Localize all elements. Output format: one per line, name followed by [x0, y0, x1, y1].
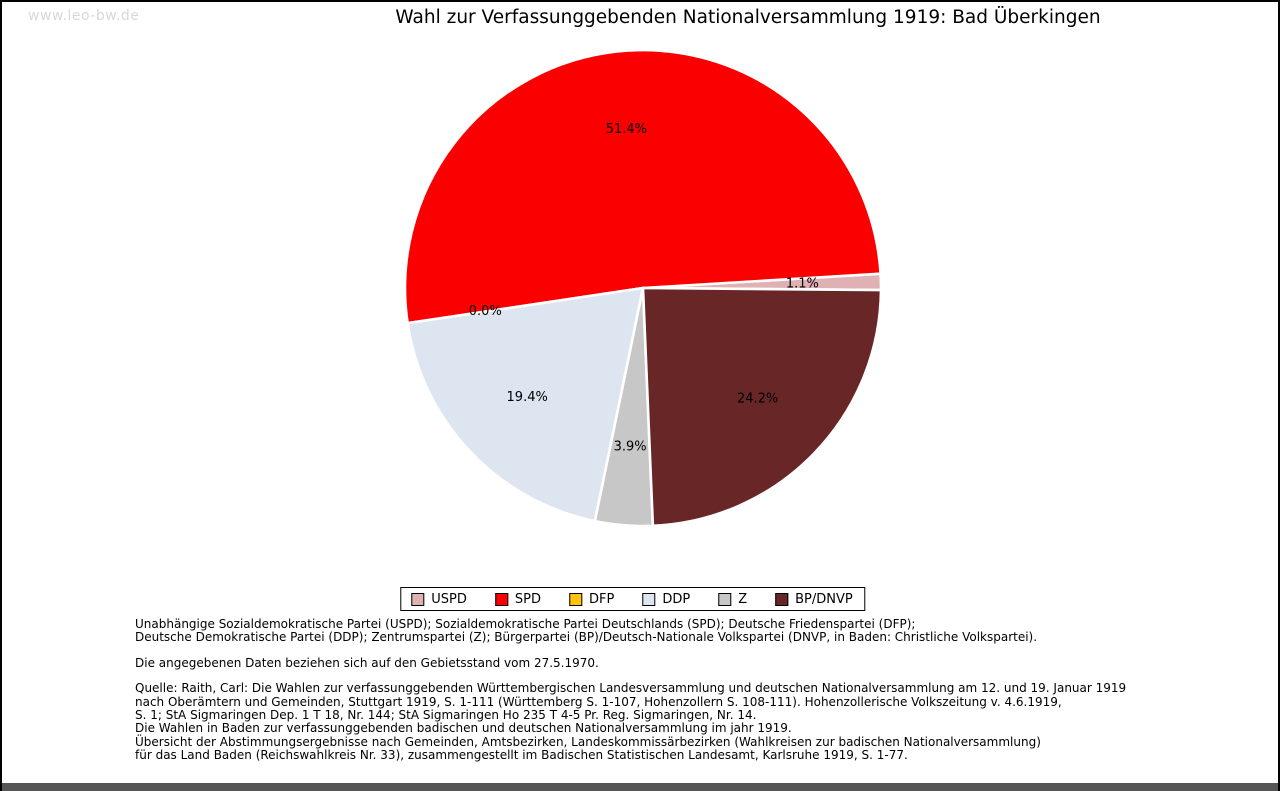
legend-label-DDP: DDP	[662, 591, 691, 607]
legend-item-Z: Z	[718, 592, 747, 607]
notes-quelle-line: für das Land Baden (Reichswahlkreis Nr. …	[135, 748, 908, 763]
pie-label-USPD: 1.1%	[786, 276, 819, 291]
legend-label-DFP: DFP	[589, 591, 615, 607]
notes-gebietsstand-line: Die angegebenen Daten beziehen sich auf …	[135, 655, 599, 670]
notes-quelle-line: S. 1; StA Sigmaringen Dep. 1 T 18, Nr. 1…	[135, 708, 757, 723]
notes-quelle-line: Die Wahlen in Baden zur verfassunggebend…	[135, 721, 792, 736]
notes-quelle-line: nach Oberämtern und Gemeinden, Stuttgart…	[135, 694, 1062, 709]
notes-quelle-line: Übersicht der Abstimmungsergebnisse nach…	[135, 734, 1041, 749]
notes-gebietsstand: Die angegebenen Daten beziehen sich auf …	[135, 655, 1165, 670]
legend-label-USPD: USPD	[431, 591, 467, 607]
legend-swatch-DFP	[569, 592, 583, 606]
legend: USPD SPD DFP DDP Z BP/DNVP	[400, 587, 866, 611]
legend-item-DDP: DDP	[642, 592, 690, 607]
bottom-bar	[2, 783, 1278, 791]
legend-swatch-DDP	[642, 592, 656, 606]
pie-label-DDP: 19.4%	[507, 390, 548, 405]
legend-item-DFP: DFP	[569, 592, 614, 607]
notes: Unabhängige Sozialdemokratische Partei (…	[135, 617, 1165, 763]
legend-item-USPD: USPD	[411, 592, 467, 607]
legend-label-Z: Z	[738, 591, 748, 607]
legend-swatch-SPD	[494, 592, 508, 606]
legend-label-SPD: SPD	[514, 591, 542, 607]
notes-parties: Unabhängige Sozialdemokratische Partei (…	[135, 617, 1165, 645]
legend-swatch-BP/DNVP	[775, 592, 789, 606]
pie-label-Z: 3.9%	[614, 439, 647, 454]
chart-title: Wahl zur Verfassunggebenden Nationalvers…	[395, 7, 1101, 28]
notes-parties-line: Unabhängige Sozialdemokratische Partei (…	[135, 617, 916, 631]
pie-slice-DDP	[406, 286, 645, 523]
pie-label-DFP: 0.0%	[469, 304, 502, 319]
pie-slice-BP/DNVP	[641, 286, 883, 528]
pie-chart: 1.1% 51.4% 0.0% 19.4% 3.9% 24.2%	[403, 48, 883, 528]
pie-label-BP/DNVP: 24.2%	[737, 391, 778, 406]
legend-item-SPD: SPD	[494, 591, 542, 607]
legend-swatch-Z	[718, 592, 732, 606]
pie-label-SPD: 51.4%	[606, 122, 647, 137]
pie-slice-SPD	[403, 48, 882, 325]
legend-item-BP/DNVP: BP/DNVP	[775, 592, 853, 607]
notes-parties-line: Deutsche Demokratische Partei (DDP); Zen…	[135, 630, 1038, 645]
legend-swatch-USPD	[411, 592, 425, 606]
notes-quelle: Quelle: Raith, Carl: Die Wahlen zur verf…	[135, 681, 1165, 763]
notes-quelle-line: Quelle: Raith, Carl: Die Wahlen zur verf…	[135, 681, 1127, 696]
watermark: www.leo-bw.de	[28, 8, 140, 24]
legend-label-BP/DNVP: BP/DNVP	[795, 591, 853, 607]
